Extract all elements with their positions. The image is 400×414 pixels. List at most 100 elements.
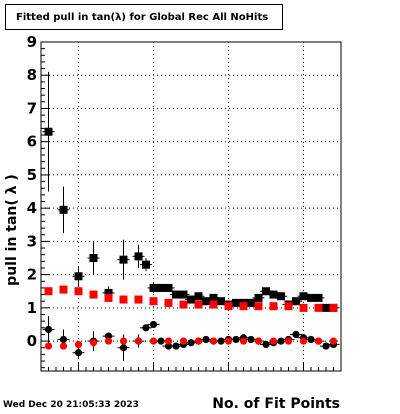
data-point-square: [164, 283, 173, 292]
data-point-square: [194, 300, 203, 309]
data-point-square: [187, 295, 195, 304]
data-point-circle: [269, 337, 278, 345]
data-point-circle: [74, 349, 83, 357]
data-point-square: [89, 290, 98, 299]
plot-background: [41, 42, 341, 371]
data-point-square: [202, 297, 210, 306]
data-point-circle: [157, 337, 165, 345]
data-point-circle: [187, 339, 195, 347]
y-tick-label: 6: [27, 133, 37, 151]
data-point-circle: [172, 342, 180, 350]
data-point-circle: [217, 337, 225, 345]
data-point-circle: [149, 320, 158, 329]
data-point-square: [179, 290, 188, 299]
data-point-circle: [322, 342, 330, 350]
data-point-square: [59, 285, 68, 294]
y-tick-label: 8: [27, 66, 37, 84]
data-point-circle: [209, 337, 218, 345]
chart-title: Fitted pull in tan(λ) for Global Rec All…: [5, 4, 283, 30]
data-point-square: [254, 293, 263, 302]
data-point-square: [217, 297, 225, 306]
data-point-circle: [239, 337, 248, 345]
data-point-circle: [149, 337, 158, 345]
data-point-square: [149, 297, 158, 306]
data-point-square: [142, 260, 150, 269]
data-point-square: [209, 293, 218, 302]
data-point-square: [172, 290, 180, 299]
data-point-circle: [164, 337, 173, 345]
data-point-circle: [59, 342, 68, 350]
data-point-square: [284, 302, 293, 311]
x-axis-label: No. of Fit Points: [212, 396, 340, 412]
data-point-square: [74, 287, 83, 296]
y-tick-label: 1: [27, 299, 37, 317]
y-tick-label: 4: [27, 199, 37, 217]
data-point-circle: [307, 335, 315, 344]
data-point-square: [194, 292, 203, 301]
timestamp: Wed Dec 20 21:05:33 2023: [3, 400, 139, 410]
data-point-circle: [142, 324, 150, 332]
data-point-square: [44, 287, 53, 296]
data-point-square: [269, 302, 278, 311]
data-point-circle: [329, 337, 338, 345]
data-point-square: [44, 127, 53, 136]
data-point-square: [74, 272, 83, 281]
data-point-circle: [262, 340, 270, 349]
data-point-square: [314, 293, 323, 302]
data-point-square: [307, 293, 315, 302]
y-tick-label: 3: [27, 232, 37, 250]
data-point-square: [224, 302, 233, 311]
data-point-square: [134, 252, 143, 261]
data-point-circle: [277, 337, 285, 345]
data-point-square: [314, 303, 323, 312]
data-point-square: [262, 287, 270, 296]
data-point-square: [149, 283, 158, 292]
data-point-square: [209, 300, 218, 309]
plot-frame: [40, 41, 342, 372]
data-point-circle: [299, 337, 308, 345]
data-point-circle: [134, 337, 143, 345]
y-tick-label: 7: [27, 99, 37, 117]
data-point-circle: [44, 342, 53, 350]
data-point-square: [119, 255, 128, 264]
data-point-square: [104, 293, 113, 302]
data-point-circle: [232, 335, 240, 344]
data-point-circle: [284, 337, 293, 345]
data-point-circle: [292, 330, 300, 339]
data-point-circle: [119, 337, 128, 345]
data-point-square: [164, 298, 173, 307]
data-point-circle: [104, 337, 113, 345]
y-tick-label: 5: [27, 166, 37, 184]
data-point-square: [254, 302, 263, 311]
y-tick-label: 2: [27, 266, 37, 284]
data-point-circle: [89, 339, 98, 347]
data-point-circle: [179, 337, 188, 345]
data-point-square: [104, 288, 113, 297]
data-point-circle: [224, 337, 233, 345]
data-point-square: [179, 300, 188, 309]
data-point-circle: [164, 342, 173, 350]
data-point-square: [329, 303, 338, 312]
data-point-square: [292, 297, 300, 306]
data-point-square: [59, 205, 68, 214]
data-point-circle: [202, 335, 210, 344]
data-point-square: [322, 303, 330, 312]
data-point-square: [299, 303, 308, 312]
data-point-circle: [104, 332, 113, 340]
data-point-square: [232, 298, 240, 307]
data-point-square: [239, 302, 248, 311]
data-point-square: [299, 292, 308, 301]
data-point-circle: [119, 344, 128, 352]
data-point-square: [269, 290, 278, 299]
data-point-circle: [314, 337, 323, 345]
data-point-circle: [194, 337, 203, 345]
data-point-circle: [254, 337, 263, 345]
data-point-square: [157, 283, 165, 292]
data-point-square: [89, 254, 98, 263]
data-point-square: [119, 295, 128, 304]
y-tick-label: 9: [27, 33, 37, 51]
data-point-square: [247, 298, 255, 307]
data-point-circle: [59, 335, 68, 344]
y-tick-label: 0: [27, 332, 37, 350]
